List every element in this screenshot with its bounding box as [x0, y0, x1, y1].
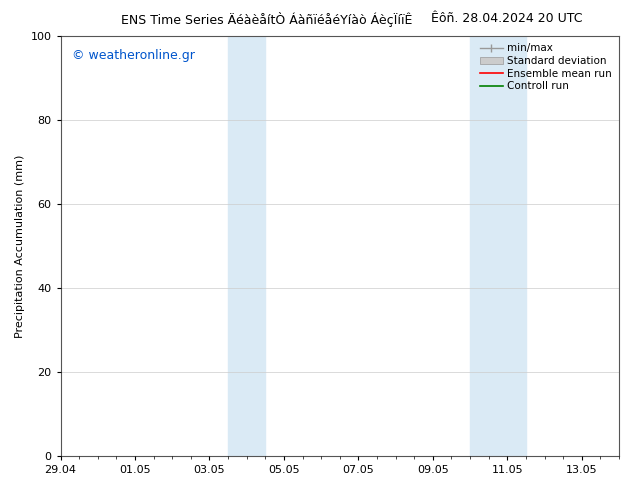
Bar [470, 36, 489, 456]
Legend: min/max, Standard deviation, Ensemble mean run, Controll run: min/max, Standard deviation, Ensemble me… [478, 41, 614, 93]
Y-axis label: Precipitation Accumulation (mm): Precipitation Accumulation (mm) [15, 154, 25, 338]
Bar [489, 36, 526, 456]
Text: Êôñ. 28.04.2024 20 UTC: Êôñ. 28.04.2024 20 UTC [432, 12, 583, 25]
Text: © weatheronline.gr: © weatheronline.gr [72, 49, 195, 62]
Text: ENS Time Series ÄéàèåítÒ ÁàñïéåéΥíàò ÁèçÏíïÊ: ENS Time Series ÄéàèåítÒ ÁàñïéåéΥíàò Áèç… [120, 12, 412, 27]
Bar [228, 36, 247, 456]
Bar [247, 36, 266, 456]
